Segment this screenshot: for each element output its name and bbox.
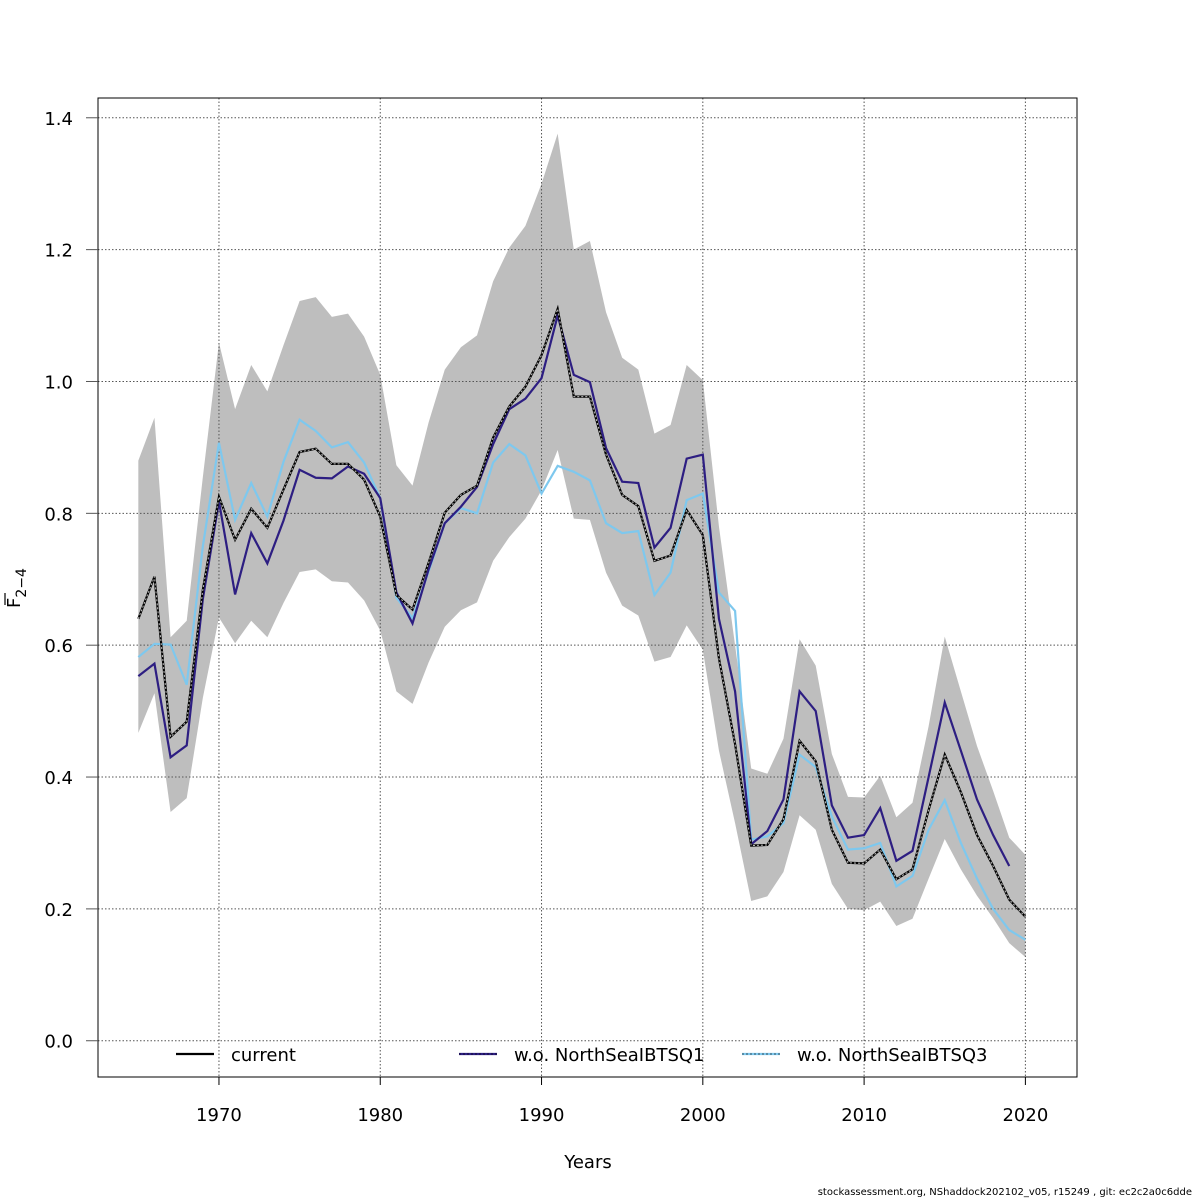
legend-label: current [231,1045,296,1066]
legend: current w.o. NorthSeaIBTSQ1 w.o. NorthSeaI… [176,1045,988,1066]
x-tick-label: 1980 [357,1105,403,1126]
x-tick-label: 1990 [519,1105,565,1126]
y-tick-label: 0.0 [44,1032,73,1053]
y-tick-label: 0.8 [44,504,73,525]
series-line-w-o-northseaibtsq1 [137,311,1011,867]
y-tick-label: 1.2 [44,241,73,262]
x-tick-label: 2010 [841,1105,887,1126]
y-tick-label: 1.4 [44,109,73,130]
y-tick-label: 1.0 [44,372,73,393]
x-axis-title: Years [563,1152,612,1173]
y-axis-title-main: F [4,598,25,608]
y-axis-title-sub: 2−4 [14,568,30,598]
legend-label: w.o. NorthSeaIBTSQ3 [797,1045,988,1066]
y-tick-label: 0.4 [44,768,73,789]
y-axis-title: F2−4 [4,568,30,608]
footer-credit: stockassessment.org, NShaddock202102_v05… [817,1187,1192,1198]
confidence-band-layer [138,133,1026,958]
y-axis: 0.0 0.2 0.4 0.6 0.8 1.0 1.2 1.4 [44,109,98,1053]
x-tick-label: 1970 [196,1105,242,1126]
plot-frame [97,97,1078,1078]
series-line-current-dotted-overlay [137,307,1026,918]
y-tick-label: 0.6 [44,636,73,657]
legend-label: w.o. NorthSeaIBTSQ1 [514,1045,705,1066]
y-tick-label: 0.2 [44,900,73,921]
grid-lines [98,98,1077,1077]
x-tick-label: 2020 [1002,1105,1048,1126]
series-line-w-o-northseaibtsq3 [137,418,1026,941]
x-tick-label: 2000 [680,1105,726,1126]
confidence-band [138,133,1026,958]
svg-text:F2−4: F2−4 [4,568,30,608]
series-layer [137,304,1027,941]
x-axis: 1970 1980 1990 2000 2010 2020 [196,1077,1048,1126]
